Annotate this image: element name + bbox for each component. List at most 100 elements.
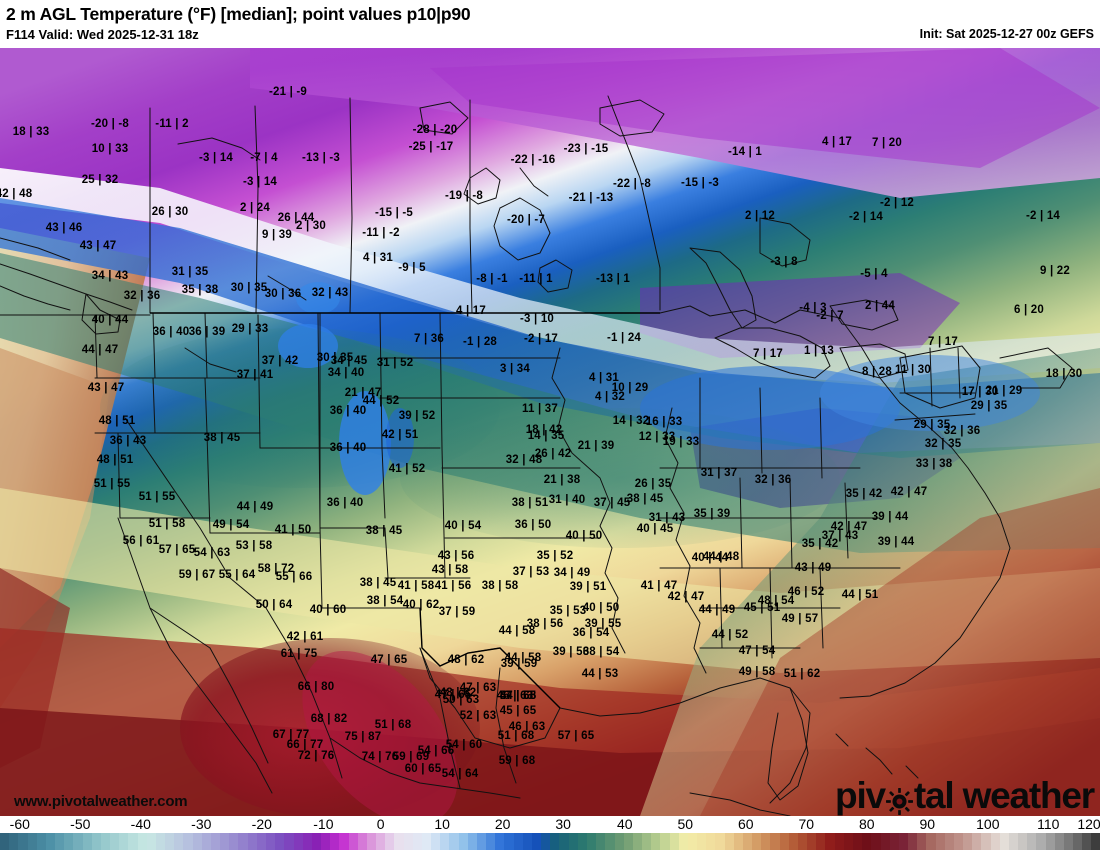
brand-text-first: piv — [835, 775, 886, 816]
colorbar-cell — [165, 833, 175, 850]
colorbar-cell — [1073, 833, 1083, 850]
colorbar-cell — [449, 833, 459, 850]
init-time-label: Init: Sat 2025-12-27 00z GEFS — [919, 27, 1094, 41]
colorbar-cell — [339, 833, 349, 850]
colorbar-cell — [596, 833, 606, 850]
colorbar-cell — [155, 833, 166, 850]
colorbar[interactable]: -60 -50 -40 -30 -20 -10 0 10 20 30 40 50 60 70 80 90 100… — [0, 816, 1100, 850]
colorbar-cell — [412, 833, 422, 850]
colorbar-cell — [541, 833, 551, 850]
colorbar-cell — [183, 833, 193, 850]
colorbar-cell — [366, 833, 377, 850]
colorbar-cell — [981, 833, 991, 850]
colorbar-cell — [779, 833, 789, 850]
colorbar-cell — [871, 833, 881, 850]
colorbar-cell — [935, 833, 945, 850]
colorbar-cell — [880, 833, 890, 850]
colorbar-cell — [293, 833, 303, 850]
colorbar-cell — [642, 833, 652, 850]
colorbar-cell — [486, 833, 496, 850]
colorbar-tick: 110 — [1037, 816, 1060, 832]
colorbar-cell — [687, 833, 698, 850]
colorbar-tick: 100 — [976, 816, 1000, 832]
colorbar-cell — [669, 833, 679, 850]
colorbar-cell — [963, 833, 973, 850]
colorbar-cell — [999, 833, 1009, 850]
colorbar-cell — [559, 833, 569, 850]
colorbar-cell — [1082, 833, 1092, 850]
colorbar-cell — [1063, 833, 1074, 850]
valid-time-label: F114 Valid: Wed 2025-12-31 18z — [6, 27, 199, 42]
colorbar-cell — [421, 833, 432, 850]
colorbar-cell — [495, 833, 505, 850]
colorbar-cell — [807, 833, 817, 850]
colorbar-tick: -40 — [130, 816, 151, 832]
colorbar-cell — [1054, 833, 1064, 850]
colorbar-cell — [229, 833, 239, 850]
colorbar-cell — [614, 833, 624, 850]
colorbar-cell — [275, 833, 285, 850]
colorbar-cell — [458, 833, 468, 850]
colorbar-cell — [431, 833, 441, 850]
colorbar-cell — [91, 833, 101, 850]
colorbar-tick: 50 — [677, 816, 694, 832]
brand-text-second: tal weather — [913, 775, 1095, 816]
colorbar-cell — [146, 833, 156, 850]
colorbar-cell — [953, 833, 964, 850]
colorbar-cell — [330, 833, 340, 850]
colorbar-cell — [651, 833, 661, 850]
colorbar-cell — [201, 833, 211, 850]
colorbar-cell — [311, 833, 322, 850]
colorbar-cell — [697, 833, 707, 850]
colorbar-tick: 60 — [738, 816, 754, 832]
colorbar-cell — [394, 833, 404, 850]
colorbar-cell — [1045, 833, 1055, 850]
colorbar-cell — [36, 833, 46, 850]
site-url-watermark: www.pivotalweather.com — [14, 793, 188, 810]
colorbar-cell — [908, 833, 918, 850]
colorbar-cell — [834, 833, 844, 850]
colorbar-cell — [220, 833, 230, 850]
colorbar-cell — [476, 833, 487, 850]
colorbar-cell — [852, 833, 863, 850]
colorbar-cell — [403, 833, 413, 850]
colorbar-tick-labels: -60 -50 -40 -30 -20 -10 0 10 20 30 40 50 60 70 80 90 100… — [0, 816, 1100, 833]
colorbar-cell — [513, 833, 523, 850]
colorbar-tick: 80 — [859, 816, 875, 832]
temperature-map[interactable]: 18 | 33 10 | 33 -20 | -8 -11 | 2 -21 | -9 -3 … — [0, 48, 1100, 816]
colorbar-cell — [82, 833, 92, 850]
colorbar-cell — [816, 833, 826, 850]
brand-watermark: piv — [835, 775, 1095, 816]
colorbar-cell — [27, 833, 37, 850]
colorbar-cell — [137, 833, 147, 850]
colorbar-cell — [357, 833, 367, 850]
colorbar-tick: 20 — [494, 816, 511, 832]
colorbar-cell — [752, 833, 762, 850]
colorbar-cell — [568, 833, 578, 850]
colorbar-cell — [119, 833, 129, 850]
colorbar-cell — [797, 833, 808, 850]
colorbar-cell — [1008, 833, 1019, 850]
colorbar-tick: 40 — [617, 816, 633, 832]
colorbar-cell — [843, 833, 853, 850]
colorbar-cell — [100, 833, 111, 850]
colorbar-cell — [632, 833, 643, 850]
colorbar-cell — [605, 833, 615, 850]
colorbar-cell — [623, 833, 633, 850]
colorbar-cell — [678, 833, 688, 850]
colorbar-cell — [284, 833, 294, 850]
colorbar-cell — [577, 833, 587, 850]
colorbar-cell — [73, 833, 83, 850]
colorbar-cell — [1091, 833, 1100, 850]
colorbar-tick: -50 — [70, 816, 91, 832]
colorbar-cell — [440, 833, 450, 850]
colorbar-cell — [0, 833, 10, 850]
colorbar-tick: 120 — [1077, 816, 1100, 832]
page-title: 2 m AGL Temperature (°F) [median]; point… — [6, 4, 471, 24]
colorbar-cell — [770, 833, 780, 850]
colorbar-cell — [45, 833, 56, 850]
colorbar-tick: 10 — [434, 816, 450, 832]
colorbar-cell — [18, 833, 28, 850]
colorbar-cell — [385, 833, 395, 850]
colorbar-cell — [1018, 833, 1028, 850]
